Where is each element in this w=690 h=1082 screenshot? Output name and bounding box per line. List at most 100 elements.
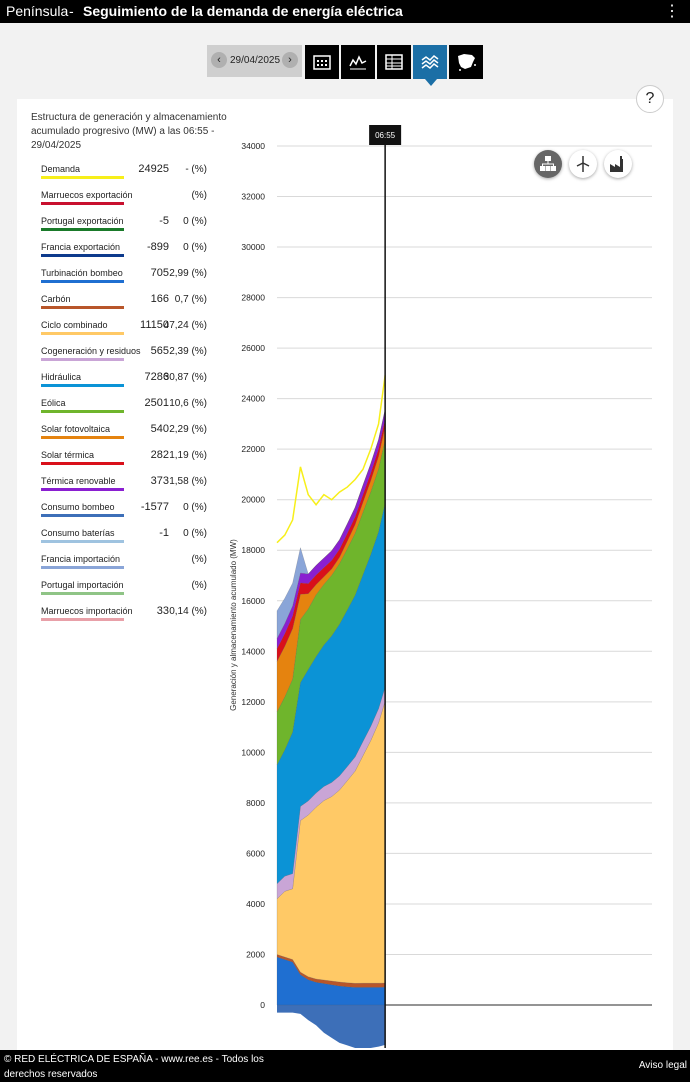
- legend-value: 2501: [144, 397, 169, 409]
- legend-item[interactable]: Consumo baterías -1 0 (%): [41, 527, 211, 554]
- line-chart-icon[interactable]: [341, 45, 375, 79]
- active-view-indicator: [425, 79, 437, 86]
- legend-percent: 0 (%): [183, 528, 207, 539]
- legend-item[interactable]: Consumo bombeo -1577 0 (%): [41, 501, 211, 528]
- legend-item[interactable]: Solar fotovoltaica 540 2,29 (%): [41, 423, 211, 450]
- legend-item[interactable]: Turbinación bombeo 705 2,99 (%): [41, 267, 211, 294]
- y-tick-label: 12000: [241, 697, 265, 707]
- y-tick-label: 22000: [241, 444, 265, 454]
- time-cursor-badge: [369, 125, 402, 145]
- legend-percent: 0,7 (%): [174, 294, 207, 305]
- chevron-right-icon[interactable]: ›: [282, 52, 298, 68]
- legend-swatch: [41, 306, 124, 309]
- legend-percent: 1,19 (%): [169, 450, 207, 461]
- legend-percent: 2,39 (%): [169, 346, 207, 357]
- legend-swatch: [41, 514, 124, 517]
- footer: © RED ELÉCTRICA DE ESPAÑA - www.ree.es -…: [0, 1050, 690, 1082]
- legend-label: Eólica: [41, 398, 66, 408]
- legend-value: 540: [150, 423, 169, 435]
- y-tick-label: 14000: [241, 646, 265, 656]
- legend-percent: 0 (%): [183, 216, 207, 227]
- legend-percent: 1,58 (%): [169, 476, 207, 487]
- legend-item[interactable]: Cogeneración y residuos 565 2,39 (%): [41, 345, 211, 372]
- y-tick-label: 26000: [241, 343, 265, 353]
- legend-item[interactable]: Marruecos importación 33 0,14 (%): [41, 605, 211, 632]
- y-tick-label: 6000: [246, 848, 265, 858]
- legend-value: -1: [159, 527, 169, 539]
- legend-item[interactable]: Marruecos exportación (%): [41, 190, 211, 216]
- y-tick-label: 20000: [241, 495, 265, 505]
- legend-percent: 0,14 (%): [169, 606, 207, 617]
- demand-line: [276, 375, 386, 544]
- legend-swatch: [41, 540, 124, 543]
- map-spain-icon[interactable]: [449, 45, 483, 79]
- legend-value: 33: [156, 605, 169, 617]
- legend-title: Estructura de generación y almacenamient…: [31, 112, 227, 151]
- legend-value: 282: [150, 449, 169, 461]
- legend-swatch: [41, 410, 124, 413]
- legend-item[interactable]: Demanda 24925 - (%): [41, 163, 211, 190]
- legend-item[interactable]: Francia importación (%): [41, 554, 211, 580]
- legend-item[interactable]: Francia exportación -899 0 (%): [41, 241, 211, 268]
- legend-label: Demanda: [41, 164, 81, 174]
- legend-label: Solar térmica: [41, 450, 95, 460]
- help-button[interactable]: ?: [636, 85, 664, 113]
- factory-icon[interactable]: [604, 150, 632, 178]
- legend-item[interactable]: Térmica renovable 373 1,58 (%): [41, 475, 211, 502]
- legend-item[interactable]: Solar térmica 282 1,19 (%): [41, 449, 211, 476]
- legend-swatch: [41, 462, 124, 465]
- legend-value: 373: [150, 475, 169, 487]
- legend-label: Francia exportación: [41, 242, 121, 252]
- legend-label: Francia importación: [41, 554, 121, 564]
- y-tick-label: 34000: [241, 141, 265, 151]
- more-vertical-icon[interactable]: ⋮: [664, 3, 680, 20]
- legend-swatch: [41, 436, 124, 439]
- legend-item[interactable]: Ciclo combinado 11150 47,24 (%): [41, 319, 211, 346]
- generation-structure-icon[interactable]: [534, 150, 562, 178]
- legend-label: Térmica renovable: [41, 476, 116, 486]
- legend-item[interactable]: Hidráulica 7286 30,87 (%): [41, 371, 211, 398]
- legend-percent: - (%): [185, 164, 207, 175]
- y-tick-label: 16000: [241, 596, 265, 606]
- legend-value: 565: [150, 345, 169, 357]
- y-tick-label: 10000: [241, 747, 265, 757]
- legend-swatch: [41, 488, 124, 491]
- y-tick-label: 2000: [246, 949, 265, 959]
- legend-percent: 30,87 (%): [163, 372, 207, 383]
- renewable-wind-icon[interactable]: [569, 150, 597, 178]
- date-label[interactable]: 29/04/2025: [230, 55, 281, 66]
- y-tick-label: 28000: [241, 293, 265, 303]
- legal-link[interactable]: Aviso legal: [638, 1060, 687, 1071]
- legend-value: 7286: [144, 371, 169, 383]
- table-icon[interactable]: [377, 45, 411, 79]
- app-header: Península - Seguimiento de la demanda de…: [0, 0, 690, 23]
- y-axis-label: Generación y almacenamiento acumulado (M…: [229, 539, 238, 711]
- region-selector[interactable]: Península: [6, 3, 69, 19]
- legend-value: 705: [150, 267, 169, 279]
- time-cursor-label: 06:55: [375, 131, 396, 140]
- chevron-left-icon[interactable]: ‹: [211, 52, 227, 68]
- calendar-icon[interactable]: [305, 45, 339, 79]
- legend-item[interactable]: Portugal exportación -5 0 (%): [41, 215, 211, 242]
- date-selector: ‹ 29/04/2025 ›: [207, 45, 302, 77]
- legend-swatch: [41, 566, 124, 569]
- legend-item[interactable]: Eólica 2501 10,6 (%): [41, 397, 211, 424]
- area-series: [277, 1005, 386, 1048]
- legend-swatch: [41, 384, 124, 387]
- legend-label: Portugal importación: [41, 580, 124, 590]
- legend-value: 166: [150, 293, 169, 305]
- stacked-area-icon[interactable]: [413, 45, 447, 79]
- legend-value: 11150: [140, 319, 169, 331]
- legend-swatch: [41, 228, 124, 231]
- legend-label: Portugal exportación: [41, 216, 124, 226]
- legend-item[interactable]: Portugal importación (%): [41, 580, 211, 606]
- legend-label: Ciclo combinado: [41, 320, 108, 330]
- legend-percent: (%): [191, 554, 207, 565]
- y-tick-label: 32000: [241, 192, 265, 202]
- legend-item[interactable]: Carbón 166 0,7 (%): [41, 293, 211, 320]
- legend-swatch: [41, 592, 124, 595]
- legend-percent: 47,24 (%): [163, 320, 207, 331]
- legend-label: Marruecos importación: [41, 606, 133, 616]
- legend-value: -1577: [140, 501, 169, 513]
